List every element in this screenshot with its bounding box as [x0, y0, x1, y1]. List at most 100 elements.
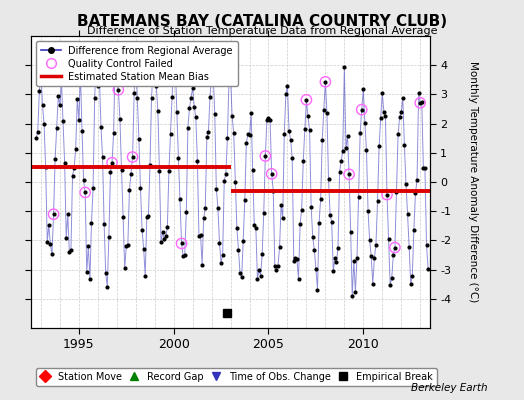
Point — [158, 228, 167, 235]
Point — [348, 293, 356, 299]
Point — [397, 109, 406, 116]
Point — [219, 252, 227, 258]
Point — [320, 106, 328, 113]
Point — [141, 272, 149, 279]
Point — [261, 153, 269, 159]
Point — [264, 114, 272, 121]
Point — [364, 208, 372, 214]
Point — [279, 215, 287, 221]
Point — [310, 246, 319, 253]
Point — [247, 110, 255, 116]
Point — [155, 168, 163, 174]
Text: BATEMANS BAY (CATALINA COUNTRY CLUB): BATEMANS BAY (CATALINA COUNTRY CLUB) — [77, 14, 447, 29]
Point — [160, 236, 168, 242]
Point — [361, 120, 369, 126]
Point — [76, 70, 84, 76]
Point — [74, 117, 83, 123]
Point — [174, 154, 182, 161]
Point — [248, 167, 257, 174]
Point — [32, 134, 40, 141]
Point — [165, 168, 173, 174]
Point — [81, 189, 90, 196]
Point — [83, 269, 91, 275]
Point — [121, 265, 129, 272]
Point — [220, 177, 228, 184]
Point — [370, 255, 378, 262]
Point — [418, 99, 426, 105]
Point — [385, 235, 393, 242]
Text: Difference of Station Temperature Data from Regional Average: Difference of Station Temperature Data f… — [87, 26, 437, 36]
Point — [172, 109, 181, 115]
Point — [419, 164, 428, 171]
Point — [277, 201, 286, 208]
Point — [396, 114, 404, 120]
Point — [309, 234, 317, 240]
Point — [127, 171, 135, 177]
Point — [195, 233, 203, 240]
Point — [324, 176, 333, 183]
Point — [290, 258, 298, 264]
Point — [304, 113, 312, 120]
Point — [244, 130, 252, 137]
Point — [312, 265, 320, 272]
Point — [350, 257, 358, 264]
Point — [389, 252, 398, 258]
Point — [41, 164, 50, 171]
Point — [81, 189, 90, 196]
Point — [222, 171, 230, 178]
Point — [45, 222, 53, 229]
Point — [103, 283, 112, 290]
Point — [275, 244, 283, 251]
Point — [259, 209, 268, 216]
Point — [135, 136, 143, 142]
Point — [185, 105, 194, 112]
Point — [38, 102, 47, 108]
Point — [169, 54, 178, 60]
Point — [146, 162, 154, 169]
Point — [326, 212, 334, 218]
Point — [139, 245, 148, 252]
Point — [378, 90, 387, 96]
Point — [239, 238, 247, 244]
Point — [152, 82, 160, 89]
Point — [285, 128, 293, 134]
Point — [339, 148, 347, 154]
Point — [323, 110, 331, 116]
Point — [362, 147, 370, 153]
Point — [150, 80, 159, 87]
Point — [102, 270, 110, 276]
Point — [272, 267, 280, 273]
Point — [114, 86, 123, 93]
Point — [234, 246, 243, 253]
Point — [294, 276, 303, 282]
Point — [345, 171, 353, 178]
Point — [236, 270, 244, 276]
Point — [111, 55, 119, 61]
Point — [302, 96, 311, 103]
Point — [161, 233, 170, 239]
Point — [313, 287, 322, 293]
Point — [52, 125, 61, 131]
Point — [204, 128, 213, 135]
Point — [403, 211, 412, 217]
Point — [321, 78, 330, 85]
Point — [359, 86, 367, 92]
Point — [43, 239, 51, 245]
Point — [56, 102, 64, 108]
Point — [377, 115, 385, 122]
Point — [413, 177, 421, 184]
Point — [357, 106, 366, 113]
Point — [68, 172, 77, 179]
Point — [307, 204, 315, 210]
Legend: Station Move, Record Gap, Time of Obs. Change, Empirical Break: Station Move, Record Gap, Time of Obs. C… — [36, 368, 436, 386]
Point — [261, 153, 269, 159]
Point — [182, 209, 191, 215]
Point — [57, 79, 66, 85]
Point — [143, 214, 151, 220]
Point — [225, 77, 233, 84]
Point — [215, 240, 224, 246]
Point — [321, 78, 330, 85]
Point — [203, 134, 211, 140]
Point — [226, 74, 235, 81]
Point — [208, 71, 216, 78]
